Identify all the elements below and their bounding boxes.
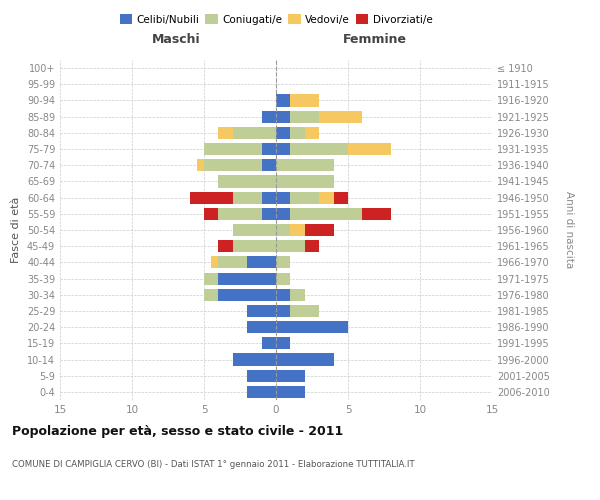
- Bar: [276, 240, 305, 252]
- Bar: [262, 208, 276, 220]
- Bar: [290, 305, 319, 317]
- Bar: [262, 192, 276, 203]
- Bar: [276, 386, 305, 398]
- Bar: [218, 288, 276, 301]
- Bar: [305, 224, 334, 236]
- Bar: [290, 110, 319, 122]
- Bar: [276, 321, 348, 333]
- Bar: [276, 110, 290, 122]
- Bar: [233, 224, 276, 236]
- Bar: [276, 224, 290, 236]
- Bar: [233, 127, 276, 139]
- Bar: [319, 192, 334, 203]
- Bar: [247, 321, 276, 333]
- Bar: [218, 272, 276, 284]
- Y-axis label: Anni di nascita: Anni di nascita: [563, 192, 574, 268]
- Bar: [204, 272, 218, 284]
- Bar: [247, 370, 276, 382]
- Bar: [233, 354, 276, 366]
- Bar: [218, 240, 233, 252]
- Bar: [276, 94, 290, 106]
- Text: Popolazione per età, sesso e stato civile - 2011: Popolazione per età, sesso e stato civil…: [12, 425, 343, 438]
- Bar: [305, 127, 319, 139]
- Bar: [319, 110, 362, 122]
- Bar: [247, 305, 276, 317]
- Bar: [290, 208, 362, 220]
- Bar: [276, 256, 290, 268]
- Bar: [190, 192, 233, 203]
- Bar: [276, 338, 290, 349]
- Bar: [290, 127, 305, 139]
- Bar: [218, 127, 233, 139]
- Legend: Celibi/Nubili, Coniugati/e, Vedovi/e, Divorziati/e: Celibi/Nubili, Coniugati/e, Vedovi/e, Di…: [115, 10, 437, 29]
- Bar: [290, 224, 305, 236]
- Bar: [262, 159, 276, 172]
- Y-axis label: Fasce di età: Fasce di età: [11, 197, 21, 263]
- Bar: [204, 159, 262, 172]
- Bar: [204, 143, 262, 155]
- Bar: [262, 143, 276, 155]
- Bar: [362, 208, 391, 220]
- Bar: [276, 192, 290, 203]
- Bar: [290, 94, 319, 106]
- Bar: [290, 192, 319, 203]
- Bar: [204, 208, 218, 220]
- Bar: [262, 110, 276, 122]
- Bar: [276, 143, 290, 155]
- Bar: [276, 127, 290, 139]
- Bar: [247, 256, 276, 268]
- Bar: [218, 176, 276, 188]
- Bar: [211, 256, 218, 268]
- Bar: [276, 159, 334, 172]
- Bar: [247, 386, 276, 398]
- Bar: [290, 288, 305, 301]
- Bar: [334, 192, 348, 203]
- Text: COMUNE DI CAMPIGLIA CERVO (BI) - Dati ISTAT 1° gennaio 2011 - Elaborazione TUTTI: COMUNE DI CAMPIGLIA CERVO (BI) - Dati IS…: [12, 460, 415, 469]
- Bar: [276, 176, 334, 188]
- Bar: [276, 354, 334, 366]
- Bar: [262, 338, 276, 349]
- Bar: [218, 208, 262, 220]
- Bar: [218, 256, 247, 268]
- Bar: [305, 240, 319, 252]
- Bar: [197, 159, 204, 172]
- Text: Maschi: Maschi: [152, 34, 201, 46]
- Bar: [290, 143, 348, 155]
- Bar: [276, 305, 290, 317]
- Bar: [276, 208, 290, 220]
- Bar: [233, 192, 262, 203]
- Bar: [204, 288, 218, 301]
- Bar: [276, 288, 290, 301]
- Bar: [348, 143, 391, 155]
- Bar: [233, 240, 276, 252]
- Text: Femmine: Femmine: [343, 34, 407, 46]
- Bar: [276, 370, 305, 382]
- Bar: [276, 272, 290, 284]
